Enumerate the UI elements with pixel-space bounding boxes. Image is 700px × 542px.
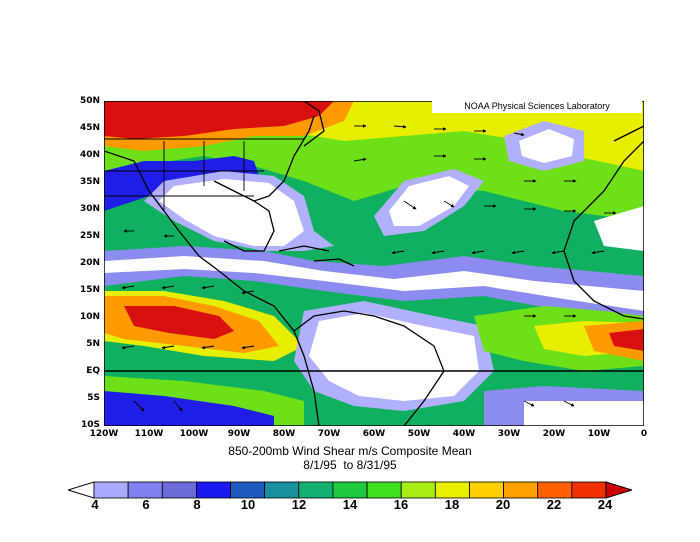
colorbar-swatch (469, 481, 505, 499)
lat-label: 15N (79, 285, 100, 295)
lat-label: EQ (86, 366, 100, 376)
lon-label: 110W (134, 429, 164, 439)
lon-label: 40W (452, 429, 476, 439)
wind-shear-map (104, 101, 644, 426)
colorbar-label: 20 (495, 497, 511, 512)
colorbar-label: 10 (240, 497, 256, 512)
lon-label: 120W (89, 429, 119, 439)
colorbar-swatch (93, 481, 129, 499)
colorbar-swatch (332, 481, 368, 499)
colorbar-label: 14 (342, 497, 358, 512)
lon-label: 90W (227, 429, 251, 439)
colorbar-arrow-high (605, 481, 632, 499)
lat-label: 20N (79, 258, 100, 268)
lat-label: 30N (79, 204, 100, 214)
lon-label: 30W (497, 429, 521, 439)
colorbar-swatch (230, 481, 266, 499)
lat-label: 25N (79, 231, 100, 241)
lon-label: 100W (179, 429, 209, 439)
colorbar-label: 8 (193, 497, 201, 512)
lon-label: 70W (317, 429, 341, 439)
map-caption-title: 850-200mb Wind Shear m/s Composite Mean (228, 444, 472, 458)
lon-label: 50W (407, 429, 431, 439)
map-caption-dates: 8/1/95 to 8/31/95 (303, 458, 397, 472)
colorbar-label: 24 (597, 497, 613, 512)
colorbar-label: 6 (142, 497, 150, 512)
colorbar-swatch (503, 481, 539, 499)
colorbar-label: 22 (546, 497, 562, 512)
lon-label: 0 (640, 429, 648, 439)
lat-label: 45N (79, 123, 100, 133)
colorbar-arrow-low (68, 481, 95, 499)
colorbar-swatch (264, 481, 300, 499)
colorbar-swatch (127, 481, 163, 499)
colorbar-swatch (298, 481, 334, 499)
colorbar-label: 4 (91, 497, 99, 512)
colorbar-swatch (537, 481, 573, 499)
colorbar-swatch (195, 481, 231, 499)
colorbar-label: 18 (444, 497, 460, 512)
credit-label: NOAA Physical Sciences Laboratory (432, 100, 642, 113)
colorbar-swatch (366, 481, 402, 499)
lat-label: 10S (80, 420, 100, 430)
lat-label: 40N (79, 150, 100, 160)
lat-label: 35N (79, 177, 100, 187)
colorbar-swatch (571, 481, 607, 499)
colorbar-label: 12 (291, 497, 307, 512)
lat-label: 10N (79, 312, 100, 322)
wind-vectors (121, 124, 617, 412)
colorbar (68, 481, 632, 499)
colorbar-swatch (400, 481, 436, 499)
lat-label: 5N (86, 339, 100, 349)
lon-label: 10W (587, 429, 611, 439)
lat-label: 50N (79, 96, 100, 106)
colorbar-label: 16 (393, 497, 409, 512)
lat-label: 5S (87, 393, 100, 403)
lon-label: 80W (272, 429, 296, 439)
lon-label: 20W (542, 429, 566, 439)
colorbar-swatch (434, 481, 470, 499)
colorbar-swatch (161, 481, 197, 499)
lon-label: 60W (362, 429, 386, 439)
